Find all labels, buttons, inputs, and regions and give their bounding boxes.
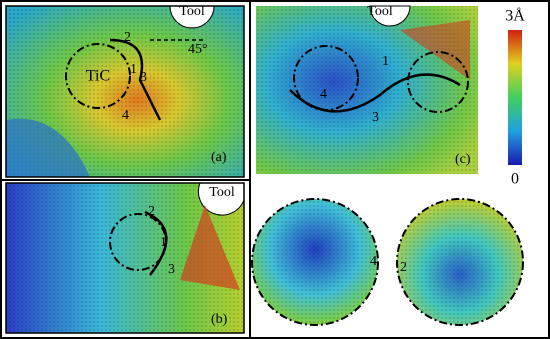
inclusion-outline <box>407 51 469 113</box>
tic-outline <box>65 43 131 109</box>
tool <box>197 182 245 216</box>
marker: 4 <box>370 254 377 269</box>
marker: 1 <box>382 54 389 69</box>
tool-label: Tool <box>179 4 205 19</box>
marker: 2 <box>124 30 131 45</box>
marker: 2 <box>400 260 407 275</box>
panel-border <box>5 182 245 334</box>
panel-label: (b) <box>211 312 228 327</box>
marker: 2 <box>148 204 155 219</box>
marker: 4 <box>320 87 327 102</box>
chip <box>180 205 240 290</box>
chip <box>400 20 470 80</box>
panel-label: (a) <box>211 150 227 165</box>
marker: 3 <box>140 70 147 85</box>
marker: 3 <box>372 110 379 125</box>
zoom-outline <box>396 198 524 326</box>
colorbar-min: 0 <box>511 171 519 188</box>
marker: 3 <box>168 262 175 277</box>
panel-b: Tool 1 2 3 (b) <box>5 182 245 334</box>
tool-label: Tool <box>367 4 393 19</box>
zoom-texture <box>252 199 378 325</box>
marker: 1 <box>130 62 137 77</box>
tool-label: Tool <box>209 185 235 200</box>
angle-label: 45° <box>188 42 208 57</box>
zoom-texture <box>397 199 523 325</box>
arrow <box>289 73 461 113</box>
marker: 1 <box>160 235 167 250</box>
zoom-outline <box>251 198 379 326</box>
panel-c: Tool 1 3 4 (c) 3Å 0 4 2 <box>251 4 525 326</box>
tool <box>369 5 411 27</box>
colorbar <box>508 30 522 165</box>
panel-label: (c) <box>455 152 471 167</box>
blue-region <box>6 118 90 177</box>
arrow <box>109 38 162 121</box>
panel-border <box>5 5 245 178</box>
inclusion-label: TiC <box>86 68 110 85</box>
marker: 4 <box>122 108 129 123</box>
arrow <box>144 210 168 276</box>
tool <box>169 5 215 29</box>
colorbar-max: 3Å <box>505 7 525 25</box>
panel-a: Tool TiC 45° 1 2 3 4 (a) <box>5 4 245 178</box>
